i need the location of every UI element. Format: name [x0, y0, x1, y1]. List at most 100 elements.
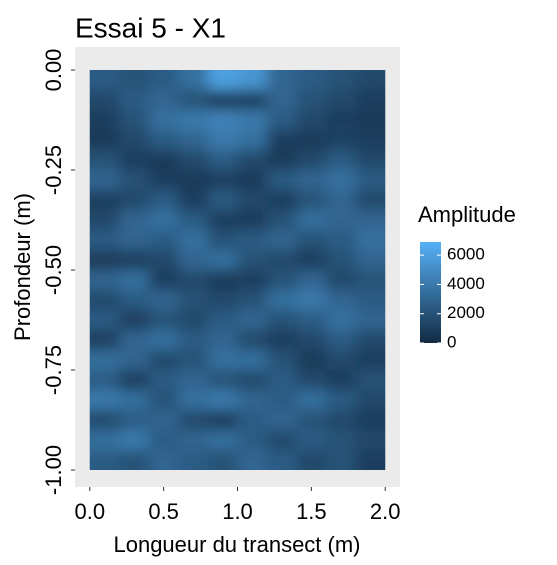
heat-cell	[148, 390, 179, 411]
heat-cell	[326, 270, 357, 291]
heat-cell	[89, 130, 120, 151]
heat-cell	[296, 230, 327, 251]
heat-cell	[237, 410, 268, 431]
colorbar-label: 4000	[447, 274, 485, 293]
heat-cell	[148, 130, 179, 151]
heat-cell	[89, 390, 120, 411]
legend-title: Amplitude	[418, 202, 516, 227]
heat-cell	[119, 330, 150, 351]
heat-cell	[148, 430, 179, 451]
heat-cell	[207, 430, 238, 451]
heat-cell	[296, 130, 327, 151]
heat-cell	[148, 190, 179, 211]
heat-cell	[326, 90, 357, 111]
heat-cell	[89, 190, 120, 211]
heat-cell	[178, 90, 209, 111]
heat-cell	[207, 190, 238, 211]
heat-cell	[89, 170, 120, 191]
heat-cell	[89, 70, 120, 91]
heat-cell	[326, 390, 357, 411]
heat-cell	[296, 250, 327, 271]
heat-cell	[355, 330, 386, 351]
heat-cell	[89, 110, 120, 131]
heat-cell	[119, 270, 150, 291]
heat-cell	[355, 290, 386, 311]
heat-cell	[89, 370, 120, 391]
heat-cell	[296, 330, 327, 351]
heat-cell	[237, 190, 268, 211]
heat-cell	[89, 410, 120, 431]
heat-cell	[355, 370, 386, 391]
heat-cell	[355, 150, 386, 171]
heat-cell	[237, 450, 268, 470]
heat-cell	[237, 390, 268, 411]
heat-cell	[267, 170, 298, 191]
heat-cell	[267, 290, 298, 311]
chart-title: Essai 5 - X1	[75, 12, 226, 43]
heat-cell	[296, 350, 327, 371]
heat-cell	[326, 110, 357, 131]
heat-cell	[119, 430, 150, 451]
y-tick-label: -0.50	[41, 245, 66, 295]
heat-cell	[148, 310, 179, 331]
heat-cell	[326, 410, 357, 431]
heat-cell	[296, 310, 327, 331]
heat-cell	[148, 410, 179, 431]
heat-cell	[119, 90, 150, 111]
heat-cell	[237, 110, 268, 131]
heat-cell	[89, 330, 120, 351]
heat-cell	[178, 370, 209, 391]
heat-cell	[296, 110, 327, 131]
heat-cell	[89, 430, 120, 451]
heat-cell	[326, 130, 357, 151]
heat-cell	[326, 330, 357, 351]
heat-cell	[296, 190, 327, 211]
raster-cells	[89, 70, 386, 470]
heat-cell	[355, 270, 386, 291]
heat-cell	[119, 230, 150, 251]
heat-cell	[207, 70, 238, 91]
heat-cell	[237, 170, 268, 191]
heat-cell	[237, 270, 268, 291]
heat-cell	[148, 290, 179, 311]
heat-cell	[119, 190, 150, 211]
heat-cell	[326, 370, 357, 391]
heat-cell	[326, 350, 357, 371]
heat-cell	[296, 150, 327, 171]
heat-cell	[296, 390, 327, 411]
x-tick-label: 2.0	[370, 499, 401, 524]
heat-cell	[178, 310, 209, 331]
heat-cell	[207, 170, 238, 191]
heat-cell	[119, 390, 150, 411]
x-tick-label: 1.5	[296, 499, 327, 524]
heat-cell	[296, 170, 327, 191]
heat-cell	[326, 190, 357, 211]
heat-cell	[148, 230, 179, 251]
x-tick-label: 1.0	[222, 499, 253, 524]
heat-cell	[178, 450, 209, 470]
heat-cell	[89, 250, 120, 271]
heat-cell	[119, 350, 150, 371]
heat-cell	[326, 210, 357, 231]
heat-cell	[207, 230, 238, 251]
heat-cell	[296, 290, 327, 311]
heat-cell	[326, 310, 357, 331]
heat-cell	[237, 70, 268, 91]
heat-cell	[237, 370, 268, 391]
heat-cell	[89, 210, 120, 231]
heat-cell	[326, 230, 357, 251]
y-tick-label: 0.00	[41, 49, 66, 92]
heat-cell	[119, 370, 150, 391]
heat-cell	[178, 410, 209, 431]
heat-cell	[207, 110, 238, 131]
heat-cell	[355, 390, 386, 411]
raster	[89, 70, 386, 470]
heat-cell	[207, 410, 238, 431]
heat-cell	[119, 250, 150, 271]
heat-cell	[296, 430, 327, 451]
heat-cell	[148, 350, 179, 371]
heat-cell	[178, 290, 209, 311]
colorbar-label: 2000	[447, 303, 485, 322]
heat-cell	[326, 450, 357, 470]
x-axis-label: Longueur du transect (m)	[113, 532, 360, 557]
